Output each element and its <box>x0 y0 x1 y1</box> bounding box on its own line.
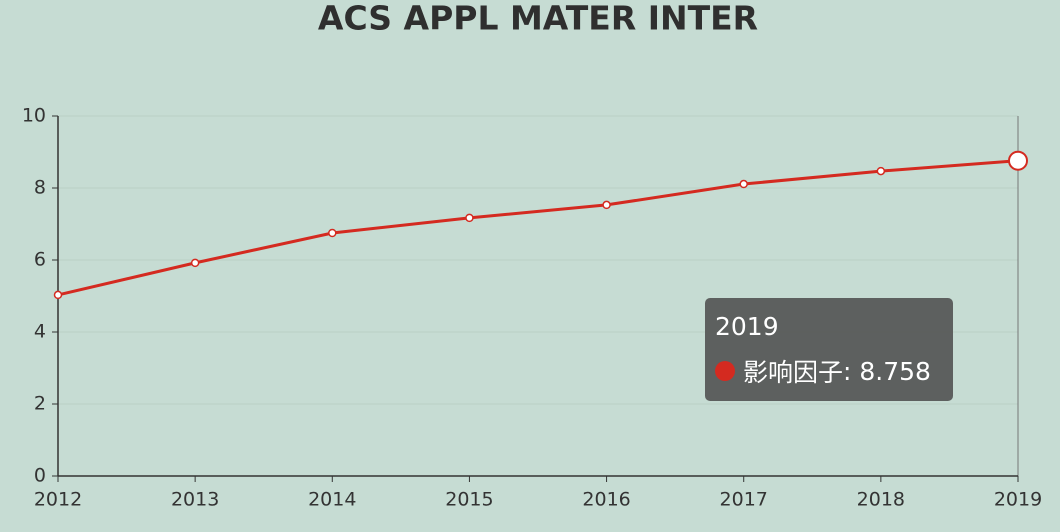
point <box>602 200 611 210</box>
x-tick-label: 2016 <box>582 489 630 511</box>
x-tick-label: 2012 <box>34 489 82 511</box>
point <box>53 290 63 300</box>
x-tick-label: 2018 <box>857 489 905 511</box>
x-tick-label: 2014 <box>308 489 356 511</box>
tooltip-sep: : <box>843 356 860 386</box>
chart-title: ACS APPL MATER INTER <box>318 0 758 38</box>
y-tick-label: 10 <box>22 105 46 127</box>
point <box>465 213 474 223</box>
x-tick-label: 2015 <box>445 489 493 511</box>
y-tick-label: 4 <box>34 321 46 343</box>
y-tick-label: 0 <box>34 465 46 487</box>
tooltip-title: 2019 <box>715 312 779 341</box>
point <box>328 228 337 238</box>
y-tick-label: 8 <box>34 177 46 199</box>
x-tick-label: 2017 <box>720 489 768 511</box>
x-tick-label: 2019 <box>994 489 1042 511</box>
y-tick-label: 2 <box>34 393 46 415</box>
point <box>1008 150 1028 171</box>
tooltip: 2019 影响因子: 8.758 <box>705 298 953 401</box>
tooltip-value: 8.758 <box>859 356 931 386</box>
tooltip-marker <box>715 361 735 381</box>
point <box>190 258 200 268</box>
tooltip-row: 影响因子: 8.758 <box>715 353 943 389</box>
x-tick-label: 2013 <box>171 489 219 511</box>
point <box>739 179 748 189</box>
tooltip-series: 影响因子 <box>743 358 844 387</box>
y-tick-label: 6 <box>34 249 46 271</box>
line <box>57 159 1019 297</box>
point <box>876 166 886 176</box>
